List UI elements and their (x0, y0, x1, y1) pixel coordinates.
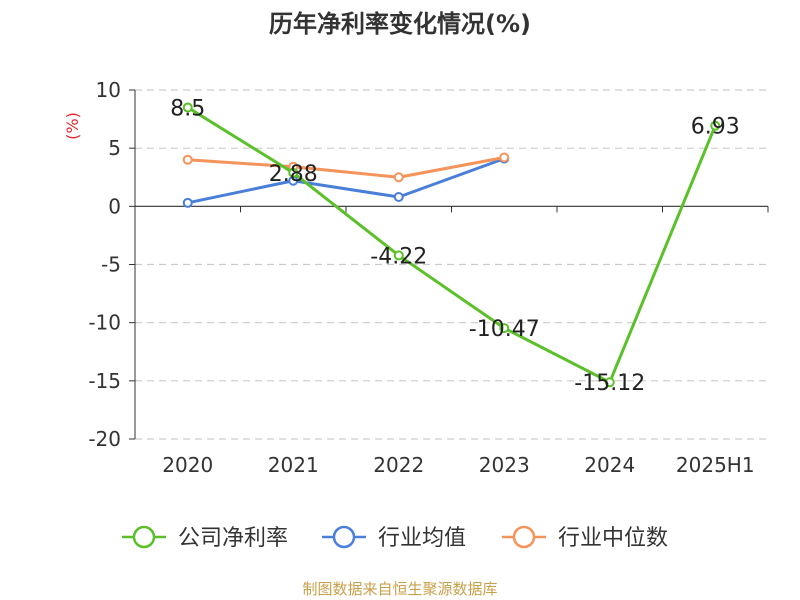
series-0-point-3 (499, 323, 510, 334)
series-line-1 (187, 157, 505, 205)
chart-title: 历年净利率变化情况(%) (269, 10, 531, 38)
series-0 (182, 102, 721, 388)
y-tick-label-2: 0 (108, 194, 121, 218)
series-0-point-2 (393, 250, 404, 261)
x-tick-label-1: 2021 (268, 453, 319, 477)
legend-marker-0 (132, 525, 156, 549)
series-0-point-1 (288, 167, 299, 178)
data-labels: 8.5 2.88 -4.22 -10.47 -15.12 6.93 (170, 96, 739, 396)
x-tick-label-0: 2020 (162, 453, 213, 477)
legend-item-0: 公司净利率 (122, 525, 288, 551)
legend: 公司净利率 行业均值 行业中位数 (122, 525, 668, 551)
data-label-2: -4.22 (370, 244, 427, 269)
series-0-point-4 (604, 377, 615, 388)
data-label-4: -15.12 (574, 371, 645, 396)
y-tick-label-3: -5 (101, 253, 121, 277)
data-label-0: 8.5 (170, 96, 205, 121)
data-label-1: 2.88 (269, 162, 318, 187)
legend-label-1: 行业均值 (378, 526, 466, 551)
x-tick-label-2: 2022 (373, 453, 424, 477)
y-tick-label-6: -20 (88, 427, 121, 451)
series-lines (182, 102, 721, 388)
series-0-point-5 (710, 120, 721, 131)
x-tick-label-3: 2023 (479, 453, 530, 477)
y-tick-label-0: 10 (96, 78, 121, 102)
source-note: 制图数据来自恒生聚源数据库 (302, 580, 497, 598)
series-2-point-3 (499, 152, 510, 163)
series-1-point-2 (393, 192, 404, 203)
y-tick-label-4: -10 (88, 311, 121, 335)
legend-marker-1 (332, 525, 356, 549)
series-2-point-2 (393, 172, 404, 183)
data-label-3: -10.47 (469, 317, 540, 342)
series-1-point-0 (182, 197, 193, 208)
axes: 10 5 0 -5 -10 -15 -20 2020 2021 2022 2023 2024 2025H… (88, 78, 769, 477)
y-tick-label-5: -15 (88, 369, 121, 393)
series-2 (182, 152, 510, 183)
series-2-point-0 (182, 154, 193, 165)
y-axis-unit-label: (%) (63, 112, 82, 140)
series-line-2 (187, 155, 505, 179)
data-label-5: 6.93 (691, 115, 740, 140)
x-tick-label-5: 2025H1 (676, 453, 755, 477)
x-tick-label-4: 2024 (584, 453, 635, 477)
grid-lines (135, 89, 768, 440)
legend-marker-2 (512, 525, 536, 549)
series-line-0 (186, 106, 717, 384)
legend-label-0: 公司净利率 (178, 526, 288, 551)
legend-label-2: 行业中位数 (558, 526, 668, 551)
legend-item-1: 行业均值 (322, 525, 466, 551)
y-tick-label-1: 5 (108, 136, 121, 160)
series-0-point-0 (182, 102, 193, 113)
legend-item-2: 行业中位数 (502, 525, 668, 551)
